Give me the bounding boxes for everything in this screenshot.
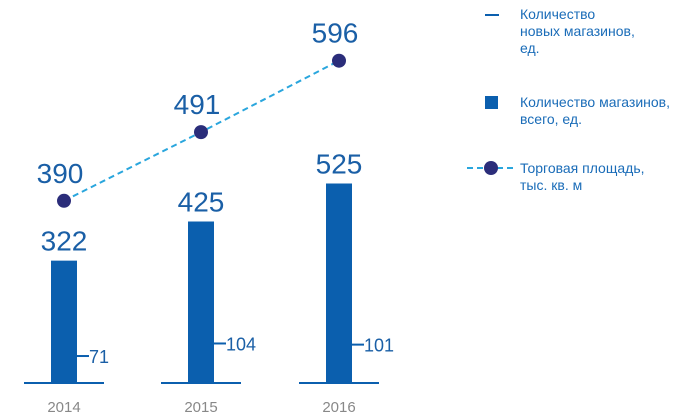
bar xyxy=(51,260,77,383)
area-point xyxy=(332,53,346,68)
bar-label: 322 xyxy=(41,226,88,257)
new-stores-label: 71 xyxy=(89,347,109,367)
bar-label: 425 xyxy=(178,187,225,218)
area-label: 390 xyxy=(37,158,84,189)
new-stores-label: 104 xyxy=(226,334,256,354)
legend-label: Количество магазинов, всего, ед. xyxy=(520,94,670,127)
x-tick-label: 2016 xyxy=(322,399,355,416)
legend-swatch xyxy=(484,161,498,175)
area-point xyxy=(57,193,71,208)
area-label: 596 xyxy=(312,18,359,49)
legend-swatch xyxy=(485,96,498,109)
bar xyxy=(326,183,352,383)
area-point xyxy=(194,125,208,140)
area-label: 491 xyxy=(174,89,221,120)
bar xyxy=(188,221,214,383)
new-stores-label: 101 xyxy=(364,336,394,356)
legend-label: Торговая площадь, тыс. кв. м xyxy=(520,160,645,193)
legend-label: Количество новых магазинов, ед. xyxy=(520,6,635,56)
x-tick-label: 2014 xyxy=(47,399,80,416)
x-tick-label: 2015 xyxy=(184,399,217,416)
bar-label: 525 xyxy=(316,149,363,180)
